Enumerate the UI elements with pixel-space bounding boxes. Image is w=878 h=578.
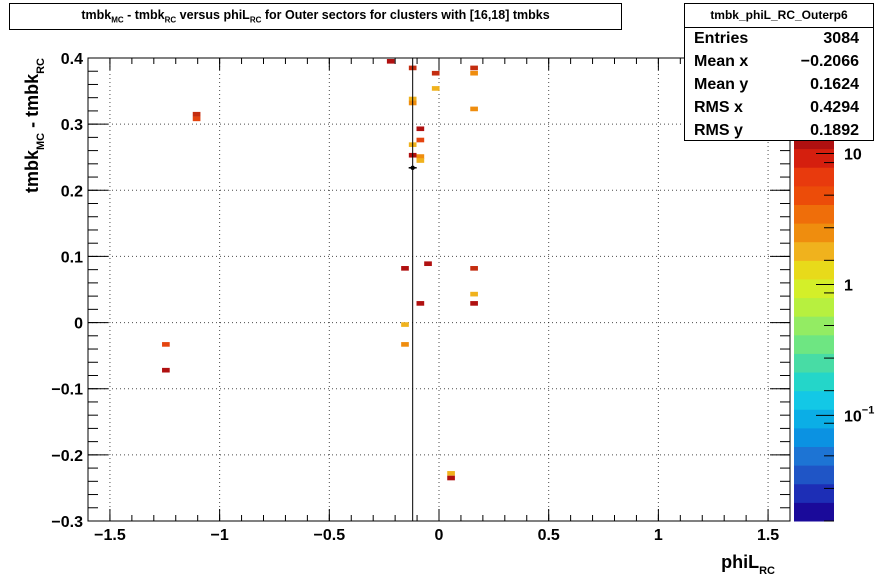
- colorbar-segment: [794, 409, 834, 429]
- chart-title-box: tmbkMC - tmbkRC versus phiLRC for Outer …: [9, 3, 622, 30]
- chart-title: tmbkMC - tmbkRC versus phiLRC for Outer …: [81, 8, 550, 25]
- x-axis-title: phiLRC: [721, 552, 775, 577]
- heatmap-cell: [162, 367, 170, 373]
- heatmap-cell: [470, 266, 478, 271]
- stat-value: 0.4294: [810, 99, 859, 116]
- heatmap-cell: [431, 86, 440, 91]
- x-tick-label: −1: [211, 527, 229, 544]
- y-tick-label: 0.4: [61, 51, 83, 68]
- stat-value: 0.1624: [810, 76, 859, 93]
- colorbar-segment: [794, 502, 834, 522]
- heatmap-cells: [162, 58, 478, 481]
- colorbar-segment: [794, 427, 834, 448]
- x-tick-label: 1.5: [757, 527, 779, 544]
- colorbar-label: 1: [844, 277, 853, 294]
- histogram-name: tmbk_phiL_RC_Outerp6: [685, 4, 873, 28]
- heatmap-cell: [401, 322, 409, 327]
- colorbar-segment: [794, 185, 834, 205]
- x-tick-label: 0: [435, 527, 444, 544]
- stat-value: 0.1892: [810, 122, 859, 139]
- colorbar-segment: [794, 372, 834, 392]
- stat-row-rms-y: RMS y 0.1892: [685, 120, 873, 143]
- profile-marker: [408, 58, 417, 521]
- colorbar-segment: [794, 204, 834, 224]
- y-tick-label: 0.1: [61, 249, 83, 266]
- y-tick-label: −0.3: [51, 514, 83, 531]
- y-tick-label: 0: [74, 316, 83, 333]
- y-tick-label: −0.2: [51, 448, 83, 465]
- stat-label: Entries: [694, 30, 749, 47]
- heatmap-cell: [470, 70, 478, 76]
- stat-row-mean-x: Mean x −0.2066: [685, 51, 873, 74]
- colorbar-label-exponent: −1: [862, 404, 875, 416]
- colorbar-segment: [794, 148, 834, 168]
- colorbar-label: 10: [844, 146, 862, 163]
- stat-row-rms-x: RMS x 0.4294: [685, 97, 873, 120]
- stat-label: RMS y: [694, 122, 743, 139]
- heatmap-cell: [470, 106, 478, 112]
- color-scale-bar: 10 1 10−1: [794, 129, 874, 522]
- statistics-box: tmbk_phiL_RC_Outerp6 Entries 3084 Mean x…: [684, 3, 874, 141]
- heatmap-cell: [162, 342, 170, 347]
- colorbar-segment: [794, 316, 834, 336]
- heatmap-cell: [447, 471, 455, 476]
- heatmap-cell: [416, 126, 425, 132]
- y-axis-title: tmbkMC - tmbkRC: [22, 58, 47, 193]
- colorbar-segment: [794, 297, 834, 317]
- colorbar-segment: [794, 390, 834, 410]
- colorbar-segment: [794, 446, 834, 466]
- colorbar-segment: [794, 465, 834, 485]
- heatmap-cell: [416, 137, 425, 143]
- x-tick-label: 1: [654, 527, 663, 544]
- colorbar-label: 10−1: [844, 404, 874, 425]
- colorbar-segment: [794, 353, 834, 373]
- axis-ticks: −1.5 −1 −0.5 0 0.5 1 1.5 −0.3 −0.2 −0.1 0 0.1 0.2 0.3…: [51, 51, 791, 544]
- colorbar-segment: [794, 483, 834, 503]
- grid-lines: [88, 57, 790, 522]
- colorbar-segment: [794, 241, 834, 261]
- x-tick-label: −0.5: [314, 527, 346, 544]
- colorbar-segment: [794, 334, 834, 354]
- heatmap-cell: [416, 158, 425, 163]
- y-tick-label: −0.1: [51, 382, 83, 399]
- heatmap-cell: [424, 261, 432, 267]
- heatmap-cell: [470, 301, 478, 306]
- stat-row-entries: Entries 3084: [685, 28, 873, 51]
- stat-label: Mean x: [694, 53, 749, 70]
- heatmap-cell: [416, 154, 425, 159]
- colorbar-segment: [794, 260, 834, 280]
- stat-row-mean-y: Mean y 0.1624: [685, 74, 873, 97]
- y-tick-label: 0.2: [61, 183, 83, 200]
- heatmap-cell: [470, 65, 478, 71]
- heatmap-cell: [401, 342, 409, 347]
- heatmap-cell: [447, 475, 455, 481]
- stat-value: −0.2066: [800, 53, 859, 70]
- colorbar-segment: [794, 223, 834, 243]
- colorbar-segment: [794, 278, 834, 299]
- colorbar-segment: [794, 167, 834, 187]
- y-tick-label: 0.3: [61, 117, 83, 134]
- stat-value: 3084: [823, 30, 859, 47]
- heatmap-cell: [470, 291, 478, 297]
- heatmap-cell: [192, 116, 201, 122]
- stat-label: RMS x: [694, 99, 743, 116]
- heatmap-cell: [416, 301, 425, 306]
- heatmap-cell: [192, 111, 201, 117]
- heatmap-cell: [386, 58, 395, 64]
- heatmap-cell: [431, 70, 440, 76]
- profile-point: [410, 165, 415, 170]
- x-tick-label: −1.5: [94, 527, 126, 544]
- x-tick-label: 0.5: [538, 527, 560, 544]
- heatmap-cell: [401, 266, 409, 271]
- stat-label: Mean y: [694, 76, 749, 93]
